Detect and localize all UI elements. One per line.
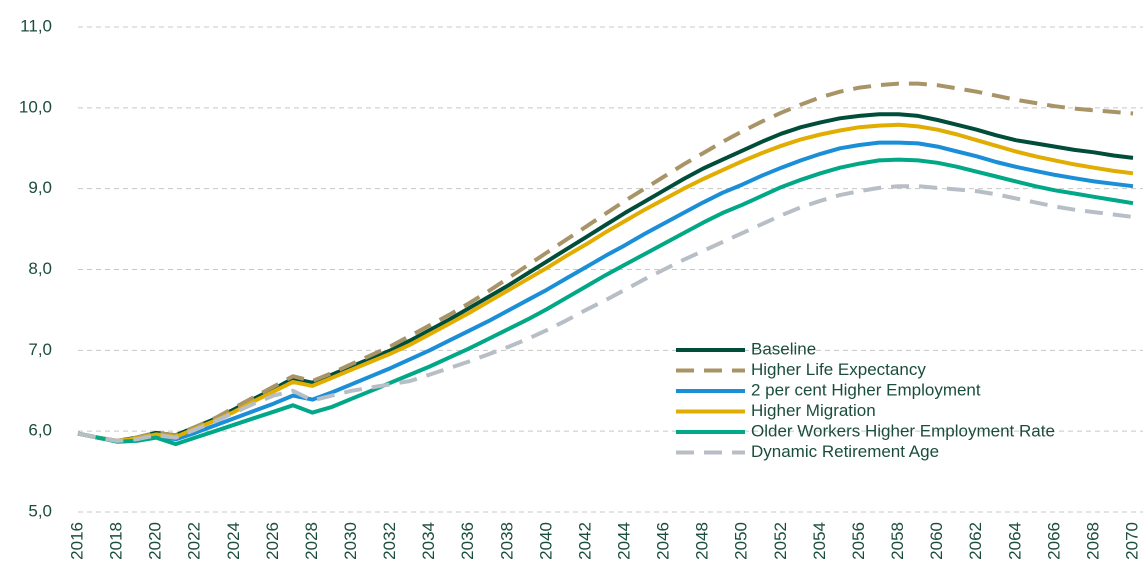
x-tick-label: 2056: [849, 522, 868, 560]
x-tick-label: 2034: [419, 522, 438, 560]
y-tick-label: 5,0: [28, 501, 52, 520]
legend-label: Dynamic Retirement Age: [751, 442, 939, 461]
series-line: [77, 140, 1134, 443]
y-tick-label: 11,0: [20, 16, 52, 35]
series-line: [77, 122, 1134, 443]
legend-label: 2 per cent Higher Employment: [751, 380, 981, 399]
x-tick-label: 2026: [263, 522, 282, 560]
x-tick-label: 2054: [810, 522, 829, 560]
y-tick-label: 10,0: [19, 97, 52, 116]
y-tick-label: 9,0: [28, 178, 52, 197]
legend-label: Older Workers Higher Employment Rate: [751, 421, 1055, 440]
y-tick-label: 8,0: [28, 259, 52, 278]
x-tick-label: 2020: [146, 522, 165, 560]
x-tick-label: 2024: [224, 522, 243, 560]
x-tick-label: 2044: [615, 522, 634, 560]
series-line: [77, 184, 1134, 443]
x-tick-label: 2070: [1122, 522, 1141, 560]
x-tick-label: 2028: [302, 522, 321, 560]
x-tick-label: 2030: [341, 522, 360, 560]
x-tick-label: 2042: [575, 522, 594, 560]
x-tick-label: 2058: [888, 522, 907, 560]
x-tick-label: 2040: [536, 522, 555, 560]
x-tick-label: 2048: [693, 522, 712, 560]
legend-label: Baseline: [751, 339, 816, 358]
series-line: [77, 157, 1134, 447]
series-line: [77, 81, 1134, 443]
x-tick-label: 2060: [927, 522, 946, 560]
x-tick-label: 2032: [380, 522, 399, 560]
x-tick-label: 2038: [497, 522, 516, 560]
x-tick-label: 2062: [966, 522, 985, 560]
x-tick-label: 2046: [654, 522, 673, 560]
x-tick-label: 2064: [1005, 522, 1024, 560]
x-tick-label: 2016: [67, 522, 86, 560]
legend-label: Higher Migration: [751, 401, 876, 420]
x-tick-label: 2022: [185, 522, 204, 560]
y-tick-label: 7,0: [28, 340, 52, 359]
y-tick-label: 6,0: [28, 421, 52, 440]
x-tick-label: 2068: [1083, 522, 1102, 560]
legend-label: Higher Life Expectancy: [751, 360, 926, 379]
x-tick-label: 2018: [107, 522, 126, 560]
x-tick-label: 2066: [1044, 522, 1063, 560]
x-tick-label: 2052: [771, 522, 790, 560]
x-tick-label: 2036: [458, 522, 477, 560]
x-tick-label: 2050: [732, 522, 751, 560]
